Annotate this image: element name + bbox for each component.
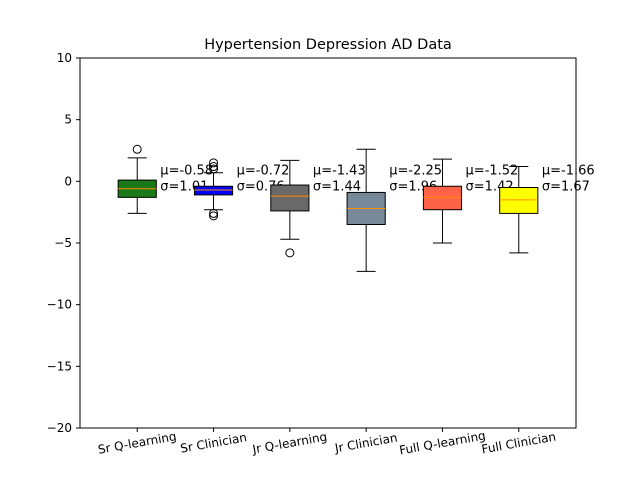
mean-annotation: μ=-0.72: [237, 163, 290, 178]
outlier-point: [209, 164, 219, 174]
box-body: [270, 184, 310, 212]
y-tick-label: −15: [47, 359, 72, 373]
outlier-point: [132, 144, 142, 154]
box-body: [193, 185, 234, 196]
outlier-point: [209, 162, 219, 172]
y-tick-label: −10: [47, 298, 72, 312]
y-tick-label: 5: [64, 113, 72, 127]
box-body: [422, 185, 463, 211]
chart-title: Hypertension Depression AD Data: [204, 37, 452, 53]
y-tick-label: −5: [54, 236, 72, 250]
box-body: [499, 187, 539, 214]
axes-frame: [79, 57, 577, 429]
outlier-point: [209, 211, 219, 221]
y-tick-label: −20: [47, 421, 72, 435]
outlier-point: [209, 158, 219, 168]
mean-annotation: μ=-1.52: [466, 163, 519, 178]
mean-annotation: μ=-2.25: [389, 163, 442, 178]
std-annotation: σ=1.67: [542, 179, 590, 194]
outlier-point: [285, 248, 295, 258]
y-tick-label: 10: [57, 51, 72, 65]
mean-annotation: μ=-0.58: [160, 163, 213, 178]
std-annotation: σ=1.44: [313, 179, 361, 194]
outlier-point: [209, 208, 219, 218]
mean-annotation: μ=-1.66: [542, 163, 595, 178]
y-tick-label: 0: [64, 174, 72, 188]
mean-annotation: μ=-1.43: [313, 163, 366, 178]
